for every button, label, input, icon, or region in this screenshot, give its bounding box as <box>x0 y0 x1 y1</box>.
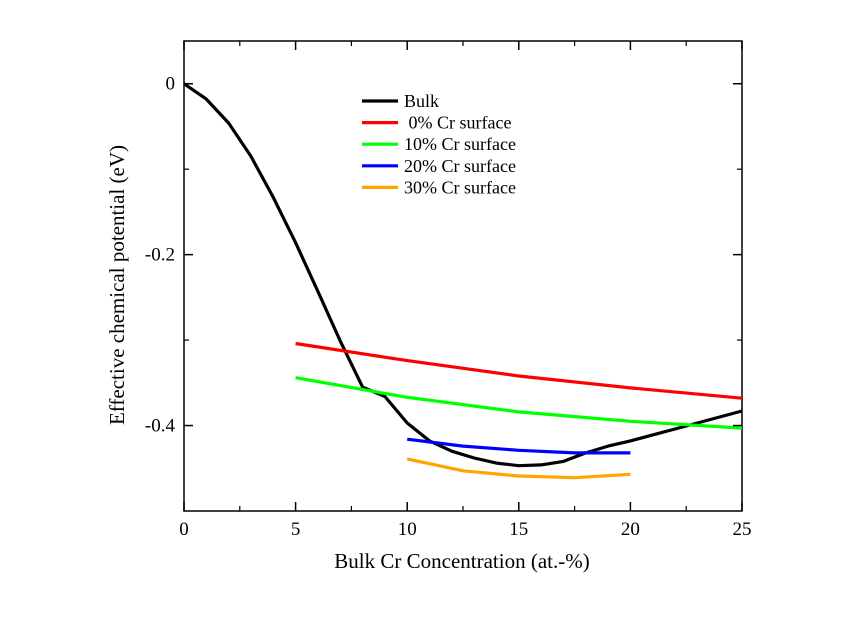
x-tick-label: 15 <box>509 519 528 540</box>
legend-label: 0% Cr surface <box>404 113 511 133</box>
legend-label: Bulk <box>404 91 439 111</box>
series-line-4 <box>407 437 631 455</box>
x-tick-label: 5 <box>291 519 301 540</box>
x-axis-title: Bulk Cr Concentration (at.-%) <box>334 549 589 573</box>
legend-label: 30% Cr surface <box>404 177 516 197</box>
legend-label: 10% Cr surface <box>404 134 516 154</box>
y-tick-label: -0.2 <box>145 245 175 266</box>
x-tick-label: 20 <box>621 519 640 540</box>
x-tick-label: 10 <box>398 519 417 540</box>
y-tick-label: 0 <box>166 74 176 95</box>
series-line-5 <box>406 457 631 480</box>
y-tick-label: -0.4 <box>145 416 176 437</box>
legend-label: 20% Cr surface <box>404 156 516 176</box>
series-line-3 <box>295 376 743 430</box>
series-line-2 <box>295 341 743 400</box>
y-axis-title: Effective chemical potential (eV) <box>105 145 129 425</box>
x-tick-label: 25 <box>733 519 752 540</box>
plot-area-frame <box>183 40 743 512</box>
series-line-1 <box>183 82 743 468</box>
x-tick-label: 0 <box>179 519 189 540</box>
